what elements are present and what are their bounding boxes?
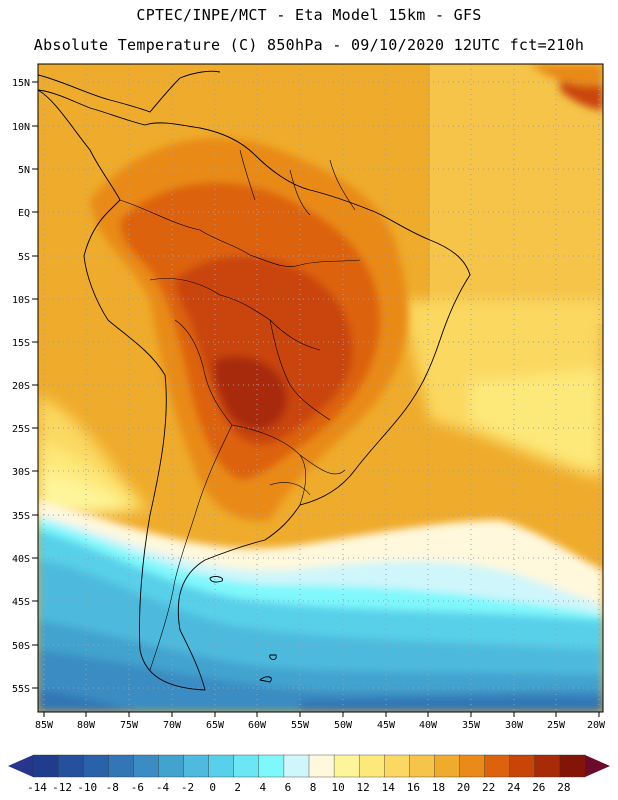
lon-label: 45W	[377, 720, 396, 731]
colorbar-label: 4	[260, 781, 267, 794]
colorbar-cell	[82, 754, 109, 778]
map-title-line2: Absolute Temperature (C) 850hPa - 09/10/…	[33, 36, 585, 54]
lat-label: 40S	[12, 554, 30, 565]
lon-label: 70W	[163, 720, 182, 731]
colorbar-legend: -14 -12 -10 -8 -6 -4 -2 0 2 4 6 8 10 12 14 16 18 20 22 24 26…	[8, 754, 610, 794]
colorbar-cell	[32, 754, 59, 778]
lon-label: 60W	[248, 720, 267, 731]
colorbar-label: 2	[234, 781, 241, 794]
colorbar-label: 22	[482, 781, 495, 794]
lat-label: 10S	[12, 295, 30, 306]
lon-label: 40W	[419, 720, 438, 731]
lat-label: 5S	[18, 252, 30, 263]
lat-label: 15S	[12, 338, 30, 349]
country-borders	[119, 149, 361, 671]
colorbar-cell	[384, 754, 410, 778]
lat-label: 15N	[12, 78, 30, 89]
colorbar-label: -4	[156, 781, 170, 794]
map-title-line1: CPTEC/INPE/MCT - Eta Model 15km - GFS	[136, 6, 482, 24]
colorbar-under-arrow	[8, 755, 33, 777]
lon-label: 65W	[206, 720, 225, 731]
colorbar-label: -6	[131, 781, 144, 794]
colorbar-label: -12	[52, 781, 72, 794]
colorbar-cell	[358, 754, 385, 778]
colorbar-cell	[258, 754, 285, 778]
lat-label: 25S	[12, 424, 30, 435]
colorbar-cell	[208, 754, 235, 778]
colorbar-cell	[459, 754, 486, 778]
lat-label: 50S	[12, 641, 30, 652]
colorbar-label: 0	[209, 781, 216, 794]
colorbar-cell	[183, 754, 210, 778]
colorbar-label: 6	[285, 781, 292, 794]
colorbar-label: 20	[457, 781, 470, 794]
colorbar-cell	[509, 754, 536, 778]
colorbar-label: 26	[532, 781, 545, 794]
colorbar-cell	[57, 754, 84, 778]
lon-label: 55W	[291, 720, 310, 731]
colorbar-cell	[283, 754, 310, 778]
coastline	[38, 70, 471, 691]
colorbar-cell	[308, 754, 335, 778]
lon-label: 30W	[505, 720, 524, 731]
axis-ticks	[32, 81, 600, 717]
colorbar-label: 24	[507, 781, 521, 794]
colorbar-cell	[133, 754, 160, 778]
lat-label: 5N	[18, 165, 30, 176]
colorbar-cell	[108, 754, 134, 778]
lon-label: 35W	[462, 720, 481, 731]
lat-label: 10N	[12, 122, 30, 133]
colorbar-label: 28	[557, 781, 570, 794]
colorbar-cell	[409, 754, 436, 778]
lat-label: 55S	[12, 684, 30, 695]
lon-label: 50W	[334, 720, 353, 731]
colorbar-label: -8	[106, 781, 119, 794]
lon-label: 85W	[35, 720, 54, 731]
lat-label: EQ	[18, 208, 30, 219]
lat-label: 45S	[12, 597, 30, 608]
colorbar-cell	[434, 754, 461, 778]
colorbar-cell	[484, 754, 511, 778]
colorbar-label: -10	[77, 781, 97, 794]
temperature-map: 15N 10N 5N EQ 5S 10S 15S 20S 25S 30S 35S…	[12, 63, 606, 731]
lon-label: 80W	[77, 720, 96, 731]
latitude-labels: 15N 10N 5N EQ 5S 10S 15S 20S 25S 30S 35S…	[12, 78, 30, 695]
colorbar-label: 16	[407, 781, 420, 794]
longitude-labels: 85W 80W 75W 70W 65W 60W 55W 50W 45W 40W …	[35, 720, 606, 731]
colorbar-cell	[534, 754, 561, 778]
colorbar-label: 14	[382, 781, 396, 794]
colorbar-label: 10	[331, 781, 344, 794]
colorbar-cells	[32, 754, 586, 778]
colorbar-label: -14	[27, 781, 47, 794]
colorbar-label: -2	[181, 781, 194, 794]
lat-label: 30S	[12, 467, 30, 478]
colorbar-cell	[559, 754, 586, 778]
colorbar-label: 18	[432, 781, 445, 794]
lon-label: 75W	[120, 720, 139, 731]
lat-label: 20S	[12, 381, 30, 392]
lon-label: 20W	[587, 720, 606, 731]
lat-label: 35S	[12, 511, 30, 522]
colorbar-cell	[158, 754, 185, 778]
temperature-field	[38, 64, 603, 712]
colorbar-cell	[333, 754, 360, 778]
lat-lon-grid	[38, 64, 603, 712]
map-frame	[37, 63, 604, 713]
colorbar-label: 12	[357, 781, 370, 794]
colorbar-over-arrow	[585, 755, 610, 777]
colorbar-cell	[233, 754, 260, 778]
colorbar-labels: -14 -12 -10 -8 -6 -4 -2 0 2 4 6 8 10 12 14 16 18 20 22 24 26…	[27, 781, 570, 794]
colorbar-label: 8	[310, 781, 317, 794]
lon-label: 25W	[547, 720, 566, 731]
